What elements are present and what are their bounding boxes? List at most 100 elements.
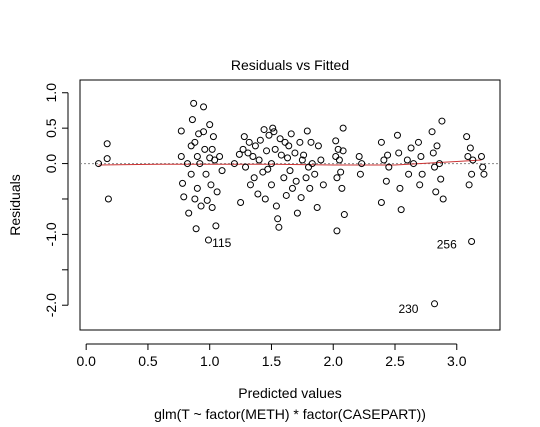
data-point <box>397 206 405 214</box>
data-point <box>292 177 300 185</box>
data-point <box>242 163 250 171</box>
data-point <box>263 147 271 155</box>
y-tick-label: -2.0 <box>43 293 59 317</box>
data-point <box>271 145 279 153</box>
x-tick-label: 2.0 <box>324 353 344 369</box>
data-point <box>339 147 347 155</box>
x-tick-label: 3.0 <box>447 353 467 369</box>
data-point <box>385 163 393 171</box>
data-point <box>437 175 445 183</box>
data-point <box>333 227 341 235</box>
data-point <box>251 142 259 150</box>
data-point <box>265 131 273 139</box>
data-point <box>469 156 477 164</box>
smooth-trend-line <box>98 159 482 166</box>
data-point <box>188 116 196 124</box>
data-point <box>272 202 280 210</box>
x-tick-label: 0.0 <box>76 353 96 369</box>
data-point <box>270 128 278 136</box>
data-point <box>276 135 284 143</box>
y-axis: -2.0 -1.0 0.0 0.5 1.0 <box>43 83 69 317</box>
data-point <box>480 170 488 178</box>
data-point <box>433 142 441 150</box>
data-point <box>334 145 342 153</box>
x-axis-label: Predicted values <box>238 385 342 401</box>
data-point <box>261 195 269 203</box>
data-point <box>314 142 322 150</box>
plot-frame <box>79 79 501 331</box>
data-point <box>185 209 193 217</box>
x-axis: 0.0 0.5 1.0 1.5 2.0 2.5 3.0 <box>76 343 467 369</box>
data-point <box>197 202 205 210</box>
outlier-label: 230 <box>398 302 418 316</box>
data-point <box>465 181 473 189</box>
data-point <box>464 152 472 160</box>
data-point <box>200 128 208 136</box>
data-point <box>235 150 243 158</box>
data-point <box>296 138 304 146</box>
data-point <box>479 163 487 171</box>
data-point <box>405 170 413 178</box>
data-point <box>356 170 364 178</box>
data-point <box>103 155 111 163</box>
outlier-label: 256 <box>437 237 457 251</box>
y-tick-label: 0.5 <box>43 118 59 138</box>
data-point <box>477 152 485 160</box>
data-point <box>267 160 275 168</box>
data-point <box>410 160 418 168</box>
data-point <box>335 156 343 164</box>
data-point <box>466 144 474 152</box>
data-point <box>193 184 201 192</box>
data-point <box>463 133 471 141</box>
data-point <box>393 131 401 139</box>
data-point <box>337 168 345 176</box>
data-point <box>249 152 257 160</box>
data-point <box>95 160 103 168</box>
data-point <box>212 222 220 230</box>
data-point <box>287 130 295 138</box>
data-point <box>333 174 341 182</box>
data-point <box>311 170 319 178</box>
data-point <box>203 196 211 204</box>
data-point <box>308 160 316 168</box>
data-point <box>416 181 424 189</box>
data-point <box>213 188 221 196</box>
x-tick-label: 2.5 <box>385 353 405 369</box>
data-point <box>300 151 308 159</box>
data-point <box>191 195 199 203</box>
data-point <box>340 211 348 219</box>
y-tick-label: -1.0 <box>43 222 59 246</box>
data-point <box>244 149 252 157</box>
data-point <box>417 152 425 160</box>
data-points <box>95 99 488 308</box>
data-point <box>319 181 327 189</box>
data-point <box>256 136 264 144</box>
data-point <box>202 170 210 178</box>
data-point <box>201 145 209 153</box>
data-point <box>317 156 325 164</box>
data-point <box>260 126 268 134</box>
data-point <box>303 127 311 135</box>
data-point <box>380 156 388 164</box>
data-point <box>230 160 238 168</box>
data-point <box>355 152 363 160</box>
data-point <box>418 170 426 178</box>
data-point <box>192 225 200 233</box>
data-point <box>338 184 346 192</box>
data-point <box>269 124 277 132</box>
data-point <box>187 170 195 178</box>
data-point <box>218 167 226 175</box>
data-point <box>332 137 340 145</box>
data-point <box>187 142 195 150</box>
data-point <box>339 124 347 132</box>
data-point <box>428 128 436 136</box>
data-point <box>211 156 219 164</box>
data-point <box>209 133 217 141</box>
data-point <box>275 223 283 231</box>
data-point <box>177 127 185 135</box>
data-point <box>306 184 314 192</box>
data-point <box>396 184 404 192</box>
data-point <box>384 151 392 159</box>
data-point <box>468 170 476 178</box>
